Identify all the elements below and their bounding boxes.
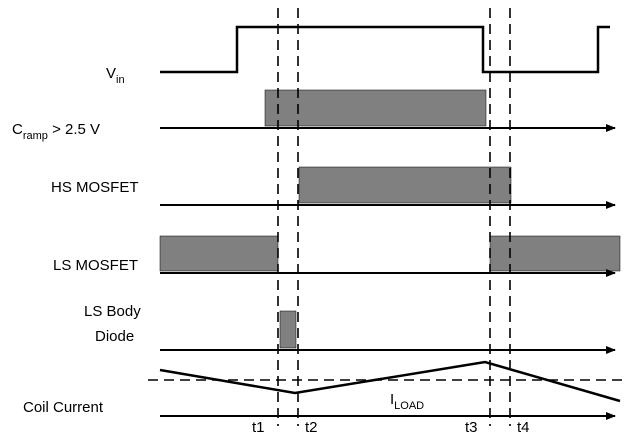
body-diode-conduction-bar <box>280 311 296 348</box>
cramp-label: Cramp > 2.5 V <box>12 121 100 142</box>
t3-label: t3 <box>465 419 478 436</box>
hs-mosfet-on-bar <box>299 167 511 203</box>
vin-label: Vin <box>106 65 125 86</box>
body-diode-label-line2: Diode <box>95 328 134 345</box>
t4-label: t4 <box>517 419 530 436</box>
hs-mosfet-label: HS MOSFET <box>51 179 139 196</box>
ls-mosfet-label: LS MOSFET <box>53 257 138 274</box>
iload-label: ILOAD <box>390 391 424 412</box>
t2-label: t2 <box>305 419 318 436</box>
vin-waveform <box>160 27 610 72</box>
body-diode-label-line1: LS Body <box>84 303 141 320</box>
ls-mosfet-on-bar-left <box>160 236 278 271</box>
coil-current-label: Coil Current <box>23 399 104 416</box>
t1-label: t1 <box>252 419 265 436</box>
